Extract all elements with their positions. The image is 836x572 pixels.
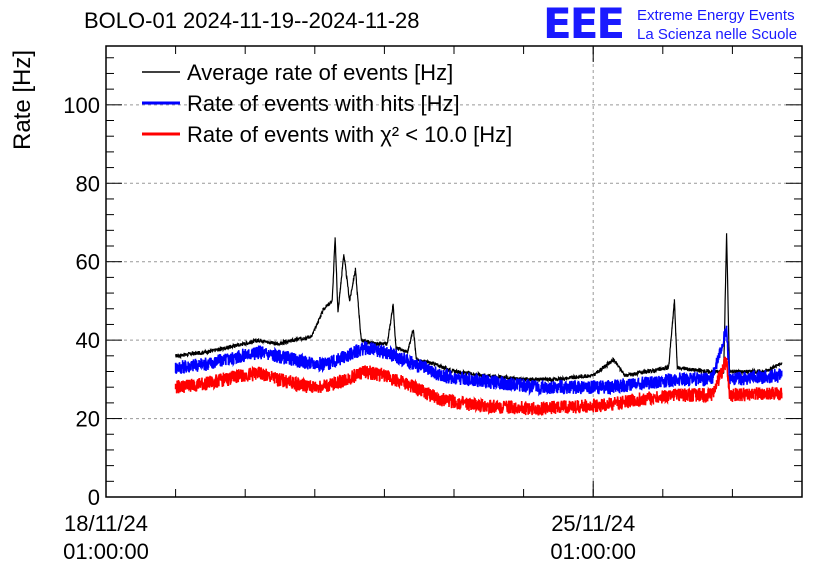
x-tick-label: 01:00:00 [63,539,149,564]
x-tick-label: 18/11/24 [64,511,148,536]
eee-logo-mark: EEE [543,0,625,48]
y-tick-label: 40 [76,328,100,353]
eee-logo: EEE Extreme Energy Events La Scienza nel… [543,0,833,48]
legend-label: Average rate of events [Hz] [187,60,453,85]
series-rate-with-hits [174,325,783,397]
legend-label: Rate of events with hits [Hz] [187,91,460,116]
y-tick-label: 100 [63,93,100,118]
y-tick-label: 20 [76,407,100,432]
x-tick-label: 25/11/24 [551,511,635,536]
series-average-rate [175,233,783,383]
series-rate-chi2 [174,356,783,417]
x-tick-label: 01:00:00 [550,539,636,564]
logo-line-2: La Scienza nelle Scuole [637,26,798,43]
y-tick-label: 0 [88,485,100,510]
y-axis-label: Rate [Hz] [9,50,36,150]
chart-title: BOLO-01 2024-11-19--2024-11-28 [84,8,420,33]
legend-label: Rate of events with χ² < 10.0 [Hz] [187,122,512,147]
y-tick-label: 80 [76,171,100,196]
y-tick-label: 60 [76,250,100,275]
logo-line-1: Extreme Energy Events [637,7,795,24]
